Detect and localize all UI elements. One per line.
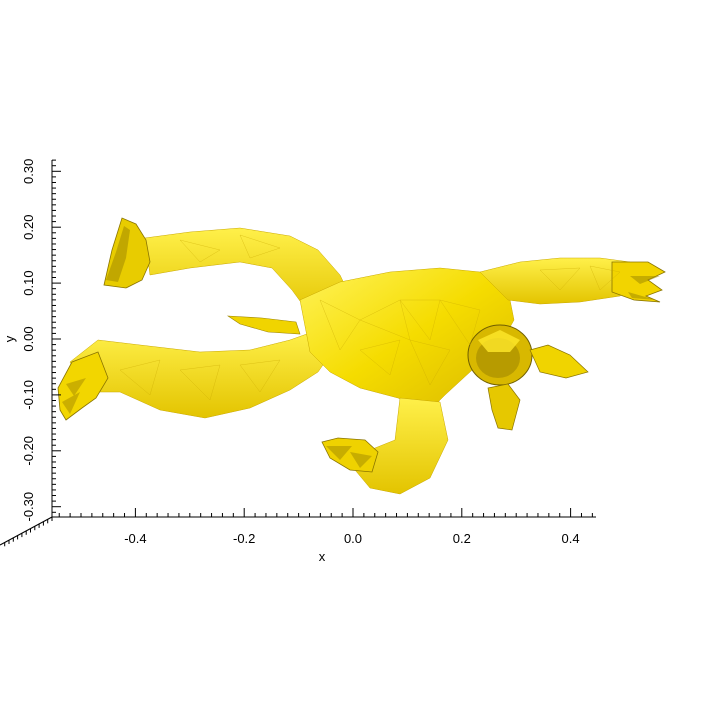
y-tick-label: -0.30 bbox=[21, 492, 36, 522]
x-axis-title: x bbox=[319, 549, 326, 564]
mesh-surface bbox=[57, 217, 666, 495]
y-tick-label: 0.30 bbox=[21, 159, 36, 184]
mesh-lower-left-limb bbox=[69, 329, 333, 419]
x-tick-label: 0.0 bbox=[344, 531, 362, 546]
mesh-ear-lower bbox=[487, 383, 521, 431]
x-tick-label: -0.2 bbox=[233, 531, 255, 546]
mesh-lower-right-foot bbox=[321, 437, 379, 473]
mesh-lower-right-limb bbox=[354, 397, 449, 495]
mesh-upper-left-hand-shade bbox=[106, 226, 130, 282]
mesh-ear bbox=[529, 344, 589, 379]
y-tick-label: -0.20 bbox=[21, 436, 36, 466]
z-axis bbox=[0, 516, 53, 547]
mesh-spike bbox=[226, 315, 301, 335]
x-axis bbox=[52, 508, 596, 518]
mesh-lower-right-foot-shade bbox=[326, 446, 372, 468]
mesh-lower-left-toes bbox=[62, 378, 86, 414]
y-tick-label: 0.20 bbox=[21, 215, 36, 240]
mesh-facets bbox=[119, 234, 621, 401]
y-tick-label: -0.10 bbox=[21, 380, 36, 410]
x-tick-label: 0.4 bbox=[562, 531, 580, 546]
mesh-head-highlight bbox=[478, 330, 520, 352]
x-tick-label: -0.4 bbox=[124, 531, 146, 546]
x-tick-label: 0.2 bbox=[453, 531, 471, 546]
y-axis-title: y bbox=[2, 335, 17, 342]
mesh-right-hand-shade bbox=[628, 276, 660, 300]
mesh-lower-left-foot bbox=[57, 351, 109, 421]
y-tick-label: 0.00 bbox=[21, 326, 36, 351]
y-axis bbox=[51, 159, 61, 517]
y-tick-label: 0.10 bbox=[21, 270, 36, 295]
